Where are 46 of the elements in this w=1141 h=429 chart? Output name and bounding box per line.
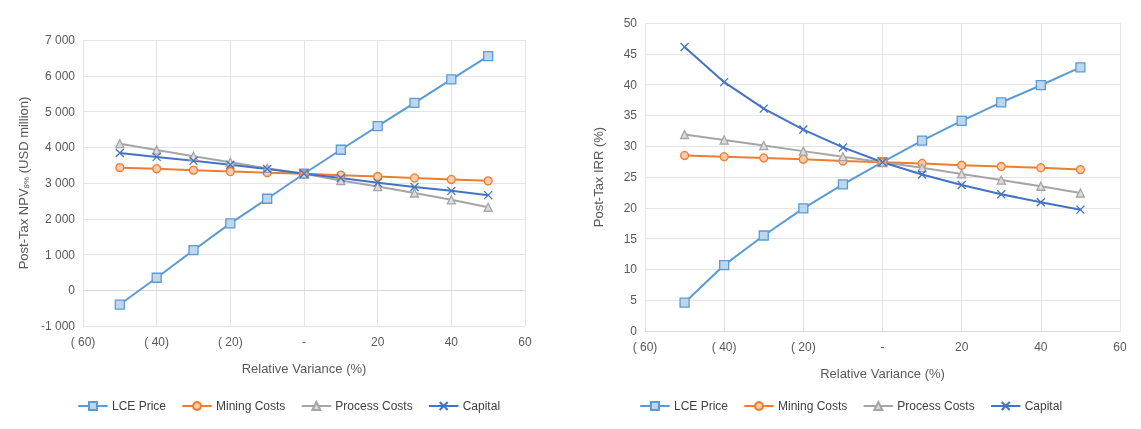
y-tick-label: 1 000 <box>44 247 76 262</box>
x-tick-label: ( 40) <box>711 340 737 354</box>
y-tick-label: 30 <box>623 139 638 154</box>
y-tick-label: 5 000 <box>44 104 76 119</box>
x-tick-label: ( 20) <box>217 335 243 349</box>
legend-label: Mining Costs <box>215 399 286 413</box>
y-tick-label: 15 <box>623 231 638 246</box>
legend-label: Capital <box>1024 399 1063 413</box>
y-axis-title: Post-Tax IRR (%) <box>591 126 606 228</box>
x-tick-label: 20 <box>370 335 385 349</box>
x-tick-label: 40 <box>444 335 459 349</box>
y-tick-label: 4 000 <box>44 140 76 155</box>
x-tick-label: 40 <box>1034 340 1048 354</box>
x-tick-label: 20 <box>954 340 969 354</box>
legend-label: LCE Price <box>673 399 729 413</box>
y-tick-label: 35 <box>623 108 638 123</box>
y-tick-label: 3 000 <box>44 176 76 190</box>
y-tick-label: 0 <box>68 283 76 298</box>
y-tick-label: 6 000 <box>44 68 76 83</box>
legend-label: Process Costs <box>897 399 975 413</box>
x-tick-label: - <box>302 335 306 349</box>
x-tick-label: ( 60) <box>70 335 96 349</box>
y-tick-label: 45 <box>623 46 638 61</box>
legend-label: Capital <box>462 399 501 413</box>
x-tick-label: ( 40) <box>144 335 170 349</box>
x-axis-title: Relative Variance (%) <box>241 361 367 376</box>
y-tick-label: 25 <box>623 170 638 184</box>
y-tick-label: 5 <box>630 293 638 308</box>
y-tick-label: 0 <box>630 324 638 338</box>
x-axis-title: Relative Variance (%) <box>820 366 945 381</box>
x-tick-label: 60 <box>518 335 532 349</box>
legend-label: Mining Costs <box>777 399 848 413</box>
x-tick-label: - <box>880 340 885 354</box>
legend-label: Process Costs <box>335 399 413 413</box>
y-tick-label: 2 000 <box>44 211 76 226</box>
x-tick-label: ( 60) <box>632 340 658 354</box>
y-tick-label: -1 000 <box>40 319 76 333</box>
y-tick-label: 40 <box>623 77 638 92</box>
y-axis-title: Post-Tax NPV8% (USD million) <box>15 96 31 270</box>
x-tick-label: ( 20) <box>790 340 816 354</box>
x-tick-label: 60 <box>1113 340 1127 354</box>
legend-label: LCE Price <box>111 399 167 413</box>
y-tick-label: 50 <box>623 16 638 30</box>
y-tick-label: 20 <box>623 200 638 215</box>
y-tick-label: 7 000 <box>44 33 76 47</box>
y-tick-label: 10 <box>623 262 638 277</box>
